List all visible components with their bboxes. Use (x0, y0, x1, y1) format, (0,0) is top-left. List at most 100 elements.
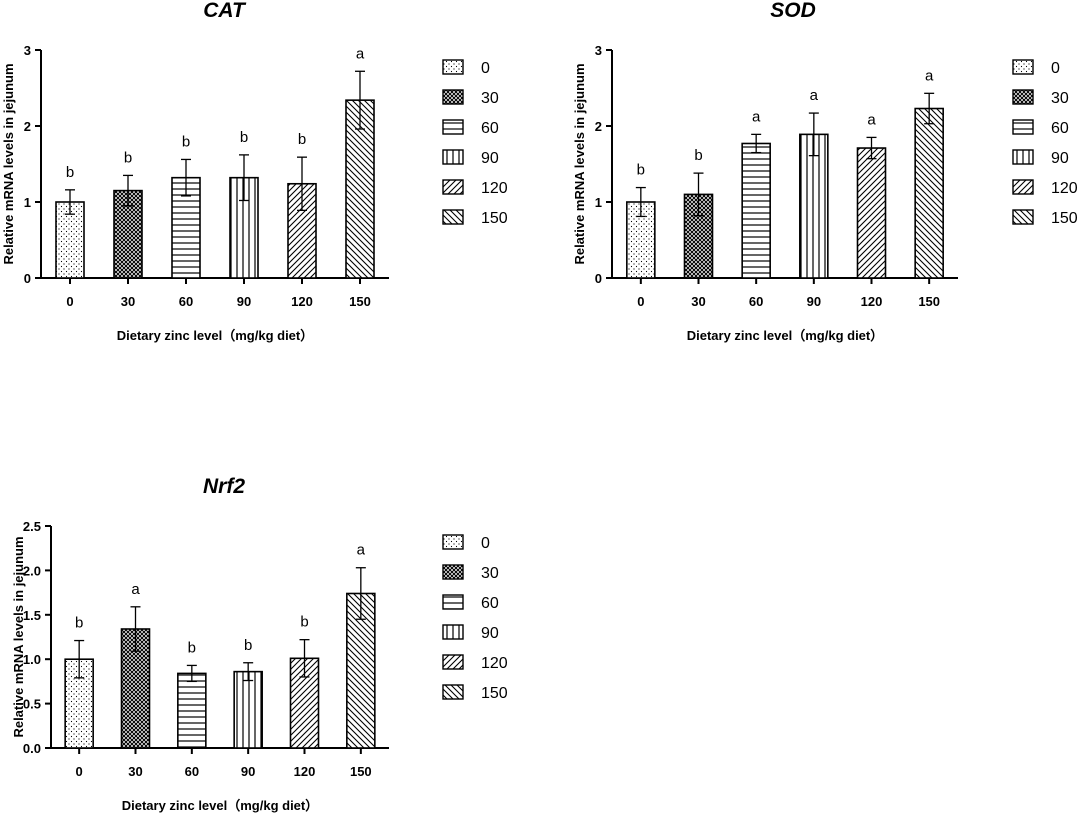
bar-120 (856, 147, 887, 279)
legend-swatch (442, 624, 464, 640)
x-tick-label: 90 (241, 764, 255, 779)
significance-label: a (867, 111, 876, 128)
y-tick-label: 2.5 (23, 519, 41, 534)
x-tick-label: 60 (185, 764, 199, 779)
legend-label: 0 (1051, 60, 1060, 77)
x-tick-label: 0 (637, 294, 644, 309)
significance-label: a (810, 87, 819, 104)
legend-label: 30 (481, 565, 499, 582)
x-tick-label: 120 (294, 764, 316, 779)
x-axis-title: Dietary zinc level（mg/kg diet） (117, 328, 314, 343)
legend-swatch (442, 654, 464, 670)
y-tick-label: 1 (595, 195, 602, 210)
legend-label: 150 (1051, 210, 1078, 227)
y-tick-label: 1.5 (23, 608, 41, 623)
bar-60 (177, 672, 207, 749)
x-tick-label: 60 (179, 294, 193, 309)
x-tick-label: 150 (349, 294, 371, 309)
chart-panel-sod: SOD 0 1 2 3 Relative mRNA levels in jejunum Di… (572, 0, 1078, 343)
significance-label: b (298, 131, 306, 148)
legend: 0 30 60 90 120 150 (1012, 59, 1078, 227)
y-tick-label: 1.0 (23, 652, 41, 667)
significance-label: a (356, 45, 365, 62)
legend-swatch (442, 684, 464, 700)
x-axis-title: Dietary zinc level（mg/kg diet） (687, 328, 884, 343)
x-tick-label: 120 (291, 294, 313, 309)
x-tick-label: 0 (76, 764, 83, 779)
significance-label: b (300, 614, 308, 631)
legend-label: 60 (481, 120, 499, 137)
legend-swatch (1012, 119, 1034, 135)
legend-label: 120 (1051, 180, 1078, 197)
bar-150 (914, 107, 944, 279)
legend-swatch (1012, 149, 1034, 165)
legend-label: 60 (1051, 120, 1069, 137)
x-tick-label: 30 (121, 294, 135, 309)
legend-swatch (442, 534, 464, 550)
significance-label: a (925, 67, 934, 84)
legend-swatch (1012, 179, 1034, 195)
bar-60 (741, 142, 771, 279)
bar-120 (287, 182, 317, 279)
significance-label: b (75, 615, 83, 632)
x-tick-label: 150 (350, 764, 372, 779)
x-tick-label: 150 (918, 294, 940, 309)
legend-swatch (442, 119, 464, 135)
significance-label: b (66, 164, 74, 181)
legend: 0 30 60 90 120 150 (442, 534, 508, 702)
chart-panel-cat: CAT 0 1 2 3 Relative mRNA levels in jejunum Di… (1, 0, 508, 343)
legend-label: 60 (481, 595, 499, 612)
legend-swatch (442, 209, 464, 225)
legend-label: 0 (481, 535, 490, 552)
legend-label: 90 (1051, 150, 1069, 167)
legend-swatch (442, 89, 464, 105)
x-tick-label: 0 (66, 294, 73, 309)
significance-label: a (752, 108, 761, 125)
y-tick-label: 2 (24, 119, 31, 134)
legend-label: 120 (481, 180, 508, 197)
chart-title: SOD (770, 0, 816, 22)
bar-150 (345, 99, 375, 279)
y-tick-label: 2.0 (23, 563, 41, 578)
legend-label: 150 (481, 685, 508, 702)
legend-swatch (442, 59, 464, 75)
chart-title: CAT (203, 0, 247, 22)
significance-label: a (131, 581, 140, 598)
legend-label: 30 (1051, 90, 1069, 107)
significance-label: b (182, 133, 190, 150)
y-tick-label: 3 (595, 43, 602, 58)
significance-label: b (694, 147, 702, 164)
y-tick-label: 3 (24, 43, 31, 58)
legend-swatch (442, 594, 464, 610)
legend-swatch (442, 179, 464, 195)
x-tick-label: 90 (807, 294, 821, 309)
y-tick-label: 0 (595, 271, 602, 286)
y-axis-title: Relative mRNA levels in jejunum (1, 63, 16, 264)
y-tick-label: 1 (24, 195, 31, 210)
legend-swatch (442, 149, 464, 165)
legend-swatch (442, 564, 464, 580)
legend-label: 90 (481, 150, 499, 167)
legend-label: 0 (481, 60, 490, 77)
significance-label: b (188, 639, 196, 656)
chart-title: Nrf2 (203, 475, 245, 498)
legend-label: 150 (481, 210, 508, 227)
x-tick-label: 30 (691, 294, 705, 309)
y-tick-label: 0.0 (23, 741, 41, 756)
y-tick-label: 0 (24, 271, 31, 286)
x-tick-label: 120 (861, 294, 883, 309)
y-tick-label: 0.5 (23, 697, 41, 712)
y-tick-label: 2 (595, 119, 602, 134)
x-tick-label: 30 (128, 764, 142, 779)
significance-label: b (124, 149, 132, 166)
x-tick-label: 90 (237, 294, 251, 309)
significance-label: b (637, 162, 645, 179)
legend-swatch (1012, 209, 1034, 225)
bar-90 (233, 670, 263, 749)
legend-label: 120 (481, 655, 508, 672)
significance-label: a (357, 542, 366, 559)
x-axis-title: Dietary zinc level（mg/kg diet） (122, 798, 319, 813)
y-axis-title: Relative mRNA levels in jejunum (11, 536, 26, 737)
legend-label: 90 (481, 625, 499, 642)
